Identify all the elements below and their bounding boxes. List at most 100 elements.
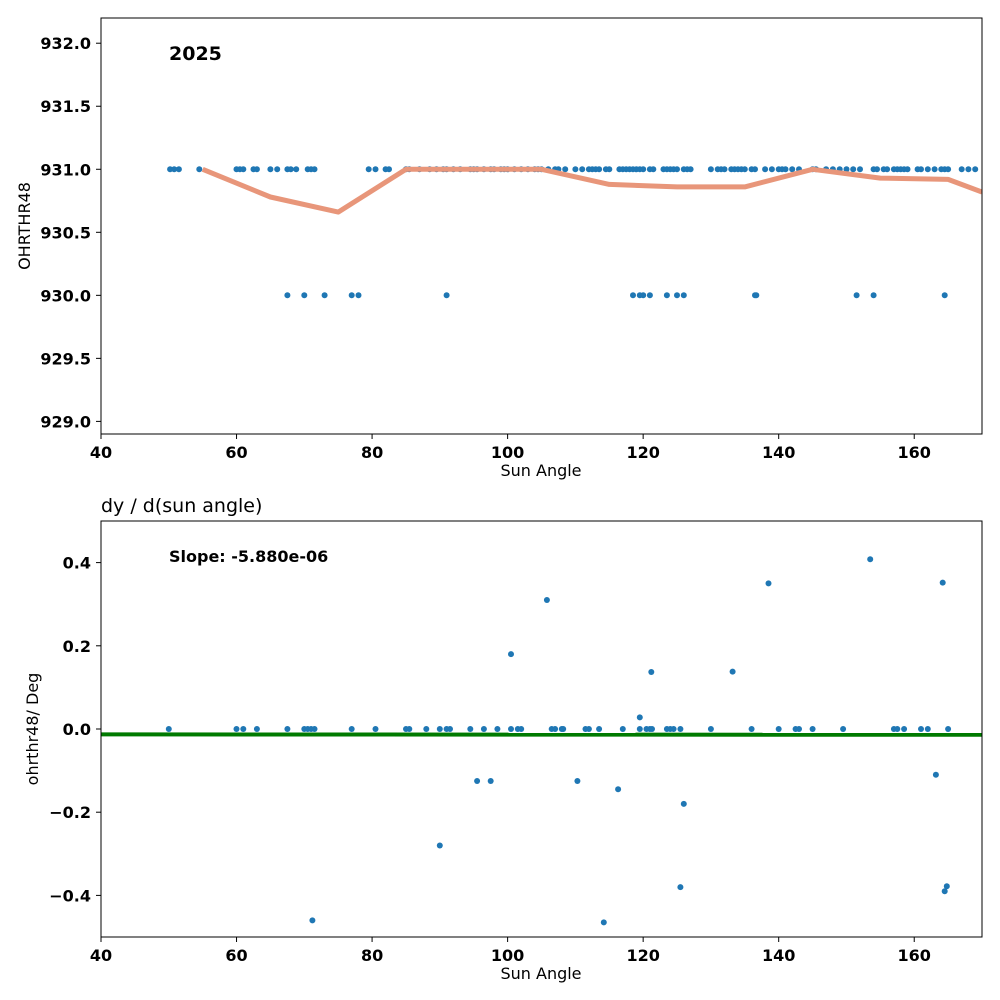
bottom-data-point xyxy=(508,651,514,658)
bottom-data-point xyxy=(165,726,172,732)
bottom-data-point xyxy=(240,726,247,732)
top-data-point xyxy=(646,292,653,299)
bottom-data-point xyxy=(600,919,607,926)
bottom-data-point xyxy=(423,726,430,732)
top-data-point xyxy=(287,166,294,173)
bottom-y-tick-label: 0.2 xyxy=(63,637,91,656)
top-data-point xyxy=(293,166,300,173)
bottom-x-tick-label: 80 xyxy=(361,946,383,965)
bottom-data-point xyxy=(560,726,567,732)
bottom-x-tick-label: 120 xyxy=(626,946,659,965)
bottom-data-point xyxy=(284,726,291,732)
top-data-point xyxy=(687,166,694,173)
bottom-data-point xyxy=(943,883,950,890)
top-data-point xyxy=(606,166,613,173)
bottom-data-point xyxy=(840,726,847,732)
top-x-tick-label: 140 xyxy=(762,443,795,462)
top-data-point xyxy=(674,292,680,299)
top-data-point xyxy=(762,166,769,173)
bottom-y-tick-label: 0.4 xyxy=(63,554,91,573)
top-data-point xyxy=(572,166,579,173)
bottom-data-point xyxy=(348,726,355,732)
bottom-data-point xyxy=(406,726,413,732)
bottom-data-point xyxy=(748,726,755,732)
top-data-point xyxy=(321,292,328,299)
bottom-data-point xyxy=(636,714,643,721)
top-y-tick-label: 932.0 xyxy=(40,34,91,53)
top-x-tick-label: 160 xyxy=(898,443,931,462)
top-data-point xyxy=(721,166,728,173)
top-data-point xyxy=(301,292,308,299)
top-data-point xyxy=(918,166,924,173)
top-data-point xyxy=(167,166,174,173)
trend-line xyxy=(201,166,982,215)
top-data-point xyxy=(843,166,850,173)
top-data-point xyxy=(596,166,603,173)
top-data-point xyxy=(175,166,182,173)
bottom-axes-frame xyxy=(100,520,983,938)
top-plot-area xyxy=(167,166,982,299)
top-y-tick-label: 929.0 xyxy=(40,412,91,431)
top-x-tick-label: 40 xyxy=(90,443,112,462)
top-data-point xyxy=(853,292,860,299)
top-data-point xyxy=(674,166,680,173)
bottom-data-point xyxy=(894,726,901,732)
bottom-data-point xyxy=(649,726,655,732)
bottom-data-point xyxy=(924,726,931,732)
top-data-point xyxy=(284,292,291,299)
top-data-point xyxy=(253,166,260,173)
top-data-point xyxy=(640,166,647,173)
top-y-tick-label: 930.5 xyxy=(40,223,91,242)
bottom-data-point xyxy=(941,888,948,895)
bottom-data-point xyxy=(508,726,514,732)
top-data-point xyxy=(355,292,362,299)
top-data-point xyxy=(924,166,931,173)
bottom-data-point xyxy=(615,786,622,793)
bottom-data-point xyxy=(939,579,946,586)
bottom-data-point xyxy=(372,726,379,732)
bottom-data-point xyxy=(765,580,772,587)
bottom-plot-area xyxy=(101,556,982,926)
bottom-data-point xyxy=(447,726,453,732)
top-y-tick-label: 931.0 xyxy=(40,160,91,179)
bottom-data-point xyxy=(585,726,592,732)
top-data-point xyxy=(768,166,775,173)
top-data-point xyxy=(870,292,877,299)
top-data-point xyxy=(267,166,274,173)
year-annotation: 2025 xyxy=(169,43,222,65)
top-data-point xyxy=(874,166,880,173)
top-x-tick-label: 60 xyxy=(225,443,247,462)
top-data-point xyxy=(945,166,952,173)
top-data-point xyxy=(782,166,789,173)
top-x-tick-label: 100 xyxy=(491,443,524,462)
bottom-data-point xyxy=(901,726,908,732)
bottom-data-point xyxy=(309,917,316,924)
bottom-data-point xyxy=(474,778,481,784)
top-data-point xyxy=(579,166,586,173)
top-y-tick-label: 929.5 xyxy=(40,349,91,368)
top-data-point xyxy=(240,166,247,173)
bottom-x-tick-label: 40 xyxy=(90,946,112,965)
top-data-point xyxy=(365,166,372,173)
top-data-point xyxy=(752,166,758,173)
bottom-data-point xyxy=(467,726,474,732)
top-data-point xyxy=(640,292,647,299)
bottom-x-tick-label: 100 xyxy=(491,946,524,965)
top-data-point xyxy=(965,166,972,173)
bottom-data-point xyxy=(796,726,802,732)
bottom-data-point xyxy=(945,726,952,732)
top-panel: 2025 Sun Angle OHRTHR48 40 60 80 100 120 140 1… xyxy=(15,17,983,480)
top-x-tick-label: 80 xyxy=(361,443,383,462)
top-x-axis-label: Sun Angle xyxy=(500,461,581,480)
top-data-point xyxy=(386,166,392,173)
bottom-data-point xyxy=(311,726,318,732)
bottom-data-point xyxy=(677,884,684,891)
top-data-point xyxy=(931,166,938,173)
top-data-point xyxy=(650,166,657,173)
top-data-point xyxy=(680,292,687,299)
bottom-data-point xyxy=(487,778,494,784)
top-data-point xyxy=(562,166,569,173)
top-data-point xyxy=(741,166,748,173)
bottom-data-point xyxy=(775,726,782,732)
bottom-x-tick-label: 140 xyxy=(762,946,795,965)
